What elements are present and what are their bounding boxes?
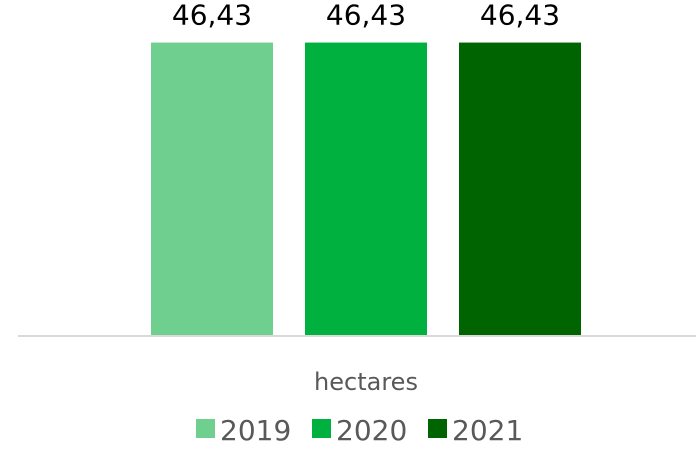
data-label-2019: 46,43 [172,0,252,32]
category-label: hectares [314,368,418,396]
data-labels-group: 46,43 46,43 46,43 [172,0,560,32]
bars-group [151,42,581,336]
legend-item-2021: 2021 [428,414,523,447]
legend-item-2020: 2020 [312,414,407,447]
bar-2021 [459,42,581,336]
legend-label-2021: 2021 [452,414,523,447]
data-label-2021: 46,43 [480,0,560,32]
legend: 2019 2020 2021 [196,414,523,447]
data-label-2020: 46,43 [326,0,406,32]
legend-item-2019: 2019 [196,414,291,447]
legend-swatch-2019 [196,419,215,438]
legend-label-2019: 2019 [220,414,291,447]
legend-swatch-2021 [428,419,447,438]
bar-2020 [305,42,427,336]
legend-swatch-2020 [312,419,331,438]
legend-label-2020: 2020 [336,414,407,447]
bar-2019 [151,42,273,336]
